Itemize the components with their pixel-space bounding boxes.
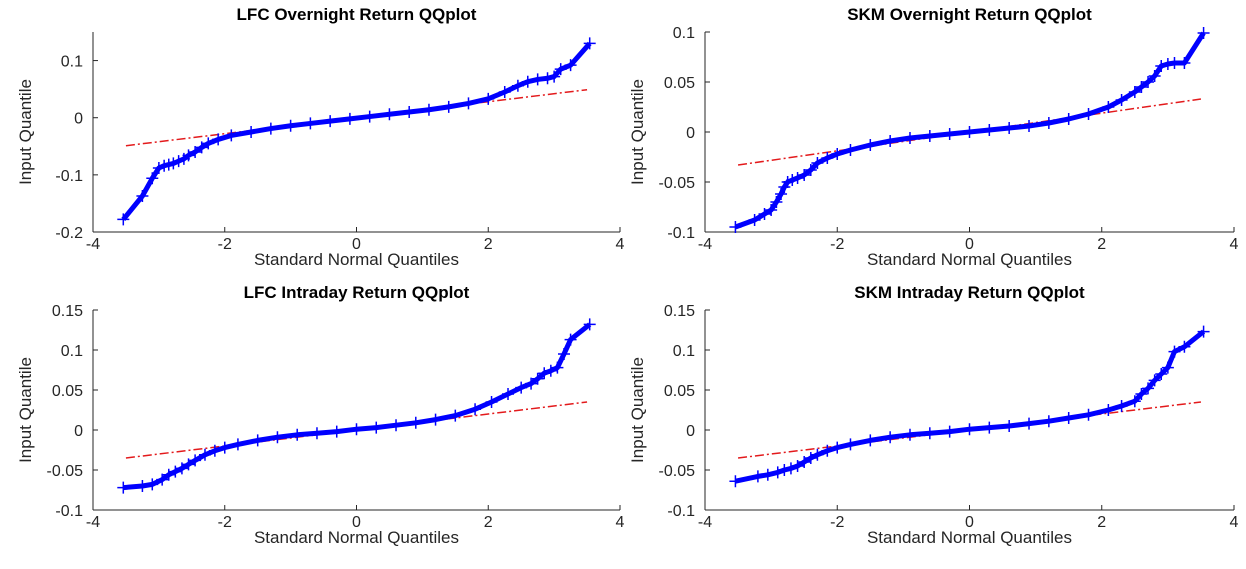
y-axis-label: Input Quantile <box>628 357 647 463</box>
y-tick-label: -0.05 <box>47 463 84 480</box>
quantile-band <box>734 31 1206 230</box>
y-axis-label: Input Quantile <box>16 357 35 463</box>
chart-title: SKM Overnight Return QQplot <box>847 5 1092 24</box>
qqplot-panel-4: -4 -2 0 2 4 -0.1 -0.05 0 0.05 0.1 0.15 SKM Intraday… <box>628 283 1239 547</box>
chart-title: LFC Intraday Return QQplot <box>244 283 470 302</box>
x-tick-label: 2 <box>1097 236 1106 253</box>
y-tick-label: 0.1 <box>673 343 695 360</box>
x-tick-label: 0 <box>352 514 361 531</box>
y-tick-label: 0 <box>74 423 83 440</box>
quantile-band <box>121 41 592 222</box>
y-tick-label: 0.15 <box>664 303 695 320</box>
x-tick-label: 2 <box>484 514 493 531</box>
x-tick-label: 0 <box>965 236 974 253</box>
y-tick-label: 0.05 <box>52 383 83 400</box>
x-tick-label: -2 <box>218 514 232 531</box>
qqplot-panel-2: -4 -2 0 2 4 -0.1 -0.05 0 0.05 0.1 SKM Overnight Re… <box>628 5 1239 269</box>
reference-line <box>125 401 588 459</box>
y-tick-label: -0.1 <box>667 503 695 520</box>
x-tick-label: 4 <box>616 236 625 253</box>
x-tick-label: -2 <box>218 236 232 253</box>
x-tick-label: 4 <box>1230 514 1239 531</box>
x-axis-label: Standard Normal Quantiles <box>254 528 459 547</box>
y-tick-label: 0.1 <box>673 25 695 42</box>
y-tick-label: -0.1 <box>55 503 83 520</box>
reference-line <box>125 88 588 147</box>
chart-title: SKM Intraday Return QQplot <box>854 283 1085 302</box>
qqplot-panel-3: -4 -2 0 2 4 -0.1 -0.05 0 0.05 0.1 0.15 LFC Intraday… <box>16 283 625 547</box>
x-tick-label: -4 <box>86 236 100 253</box>
quantile-band <box>734 329 1206 484</box>
x-tick-label: 0 <box>965 514 974 531</box>
x-tick-label: 4 <box>616 514 625 531</box>
data-point <box>117 213 130 226</box>
y-tick-label: 0.05 <box>664 75 695 92</box>
chart-title: LFC Overnight Return QQplot <box>237 5 477 24</box>
x-tick-label: -2 <box>830 514 844 531</box>
x-tick-label: 2 <box>484 236 493 253</box>
y-tick-label: 0.15 <box>52 303 83 320</box>
x-axis-label: Standard Normal Quantiles <box>867 528 1072 547</box>
qqplot-panel-1: -4 -2 0 2 4 -0.2 -0.1 0 0.1 LFC Overnight Return … <box>16 5 625 269</box>
y-tick-label: 0.1 <box>61 54 83 71</box>
data-point <box>583 37 596 50</box>
x-axis-label: Standard Normal Quantiles <box>867 250 1072 269</box>
x-tick-label: -2 <box>830 236 844 253</box>
y-tick-label: 0 <box>74 111 83 128</box>
quantile-band <box>123 322 592 491</box>
y-tick-label: 0.05 <box>664 383 695 400</box>
y-tick-label: -0.1 <box>55 168 83 185</box>
y-tick-label: -0.1 <box>667 225 695 242</box>
y-tick-label: -0.2 <box>55 225 83 242</box>
x-axis-label: Standard Normal Quantiles <box>254 250 459 269</box>
x-tick-label: 2 <box>1097 514 1106 531</box>
x-tick-label: 0 <box>352 236 361 253</box>
y-tick-label: 0 <box>686 423 695 440</box>
x-tick-label: -4 <box>698 514 712 531</box>
y-tick-label: -0.05 <box>659 463 696 480</box>
y-tick-label: 0 <box>686 125 695 142</box>
x-tick-label: -4 <box>86 514 100 531</box>
y-tick-label: 0.1 <box>61 343 83 360</box>
y-axis-label: Input Quantile <box>16 79 35 185</box>
y-axis-label: Input Quantile <box>628 79 647 185</box>
y-tick-label: -0.05 <box>659 175 696 192</box>
x-tick-label: -4 <box>698 236 712 253</box>
x-tick-label: 4 <box>1230 236 1239 253</box>
